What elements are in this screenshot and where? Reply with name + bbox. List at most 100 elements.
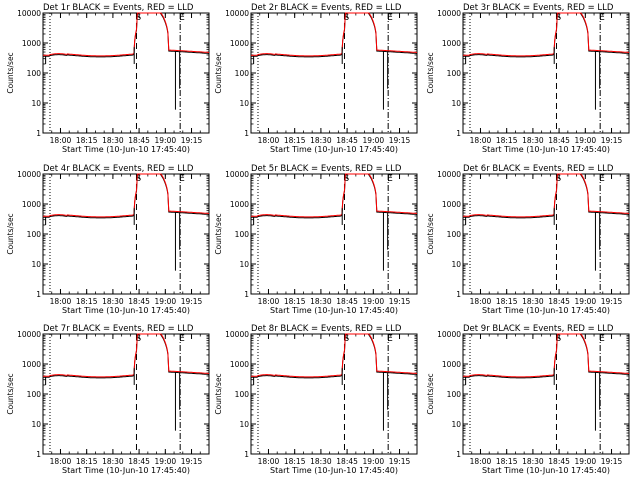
y-tick-label: 1000 — [22, 39, 41, 48]
y-tick-label: 100 — [27, 69, 42, 78]
x-tick-label: 19:15 — [181, 136, 203, 145]
x-tick-label: 19:15 — [389, 136, 411, 145]
end-marker-label: E — [179, 13, 185, 23]
start-marker-label: S — [343, 174, 349, 184]
y-tick-label: 10000 — [17, 170, 41, 179]
y-tick-label: 10 — [31, 260, 41, 269]
x-axis-label: Start Time (10-Jun-10 17:45:40) — [270, 306, 398, 315]
x-tick-label: 18:15 — [496, 297, 518, 306]
x-tick-label: 19:15 — [181, 297, 203, 306]
events-series-line — [251, 173, 418, 219]
chart-title: Det 8r BLACK = Events, RED = LLD — [251, 324, 402, 334]
chart-title: Det 2r BLACK = Events, RED = LLD — [251, 3, 402, 13]
y-tick-label: 1000 — [442, 200, 461, 209]
end-marker-label: E — [179, 174, 185, 184]
y-tick-label: 10 — [239, 260, 249, 269]
end-marker-label: E — [387, 13, 393, 23]
events-series-line — [43, 173, 210, 219]
y-tick-label: 10000 — [17, 9, 41, 18]
chart-panel-1: Det 1r BLACK = Events, RED = LLD 1 10 100 10… — [6, 3, 210, 154]
x-tick-label: 18:15 — [496, 136, 518, 145]
x-tick-label: 18:45 — [336, 457, 358, 466]
chart-panel-9: Det 9r BLACK = Events, RED = LLD 1 10 100 10… — [426, 324, 630, 475]
chart-title: Det 9r BLACK = Events, RED = LLD — [463, 324, 614, 334]
chart-panel-5: Det 5r BLACK = Events, RED = LLD 1 10 100 10… — [214, 164, 418, 315]
x-axis-label: Start Time (10-Jun-10 17:45:40) — [482, 306, 610, 315]
x-tick-label: 19:15 — [601, 136, 623, 145]
x-tick-label: 19:15 — [181, 457, 203, 466]
x-tick-label: 18:45 — [128, 297, 150, 306]
x-tick-label: 18:30 — [522, 297, 544, 306]
lld-series-line — [463, 333, 630, 378]
x-tick-label: 18:00 — [50, 457, 72, 466]
lld-series-line — [43, 173, 210, 218]
y-axis-label: Counts/sec — [426, 52, 435, 93]
chart-title: Det 5r BLACK = Events, RED = LLD — [251, 164, 402, 174]
events-series-line — [251, 12, 418, 58]
y-tick-label: 10000 — [225, 330, 249, 339]
x-tick-label: 19:00 — [155, 136, 177, 145]
x-tick-label: 18:30 — [310, 136, 332, 145]
x-tick-label: 18:00 — [258, 457, 280, 466]
plot-frame — [462, 333, 630, 455]
y-tick-label: 100 — [235, 69, 250, 78]
lld-series-line — [463, 12, 630, 57]
y-tick-label: 100 — [447, 230, 462, 239]
start-marker-label: S — [555, 174, 561, 184]
y-tick-label: 10000 — [437, 330, 461, 339]
x-axis-label: Start Time (10-Jun-10 17:45:40) — [270, 466, 398, 475]
y-tick-label: 1 — [244, 450, 249, 459]
end-marker-label: E — [599, 174, 605, 184]
y-tick-label: 1 — [36, 450, 41, 459]
chart-panel-2: Det 2r BLACK = Events, RED = LLD 1 10 100 10… — [214, 3, 418, 154]
x-tick-label: 18:45 — [336, 136, 358, 145]
x-axis-label: Start Time (10-Jun-10 17:45:40) — [62, 306, 190, 315]
y-tick-label: 1000 — [230, 200, 249, 209]
x-tick-label: 18:00 — [470, 457, 492, 466]
x-tick-label: 18:00 — [258, 136, 280, 145]
y-tick-label: 1 — [456, 290, 461, 299]
chart-panel-4: Det 4r BLACK = Events, RED = LLD 1 10 100 10… — [6, 164, 210, 315]
events-series-line — [43, 12, 210, 58]
lld-series-line — [463, 173, 630, 218]
y-tick-label: 10000 — [225, 170, 249, 179]
y-axis-label: Counts/sec — [426, 373, 435, 414]
y-tick-label: 10 — [451, 99, 461, 108]
x-tick-label: 18:45 — [548, 457, 570, 466]
y-tick-label: 10 — [31, 99, 41, 108]
x-tick-label: 18:15 — [284, 136, 306, 145]
x-tick-label: 19:15 — [601, 297, 623, 306]
y-tick-label: 10000 — [17, 330, 41, 339]
y-axis-label: Counts/sec — [214, 52, 223, 93]
events-series-line — [251, 333, 418, 379]
x-tick-label: 18:30 — [522, 136, 544, 145]
y-tick-label: 1 — [244, 129, 249, 138]
chart-panel-3: Det 3r BLACK = Events, RED = LLD 1 10 100 10… — [426, 3, 630, 154]
lld-series-line — [43, 333, 210, 378]
plot-frame — [462, 173, 630, 295]
chart-title: Det 1r BLACK = Events, RED = LLD — [43, 3, 194, 13]
y-tick-label: 100 — [235, 230, 250, 239]
chart-title: Det 3r BLACK = Events, RED = LLD — [463, 3, 614, 13]
y-axis-label: Counts/sec — [6, 213, 15, 254]
events-series-line — [463, 12, 630, 58]
end-marker-label: E — [387, 334, 393, 344]
x-tick-label: 19:00 — [575, 136, 597, 145]
start-marker-label: S — [343, 13, 349, 23]
plot-frame — [250, 333, 418, 455]
x-tick-label: 18:00 — [470, 297, 492, 306]
end-marker-label: E — [599, 13, 605, 23]
x-axis-label: Start Time (10-Jun-10 17:45:40) — [62, 466, 190, 475]
y-tick-label: 100 — [447, 69, 462, 78]
x-axis-label: Start Time (10-Jun-10 17:45:40) — [482, 466, 610, 475]
x-tick-label: 19:00 — [363, 457, 385, 466]
plot-frame — [462, 12, 630, 134]
x-tick-label: 18:30 — [310, 297, 332, 306]
x-tick-label: 18:15 — [284, 297, 306, 306]
x-tick-label: 19:00 — [363, 297, 385, 306]
y-tick-label: 100 — [27, 230, 42, 239]
chart-title: Det 6r BLACK = Events, RED = LLD — [463, 164, 614, 174]
x-tick-label: 19:15 — [389, 457, 411, 466]
y-tick-label: 1 — [456, 450, 461, 459]
x-tick-label: 18:45 — [128, 457, 150, 466]
